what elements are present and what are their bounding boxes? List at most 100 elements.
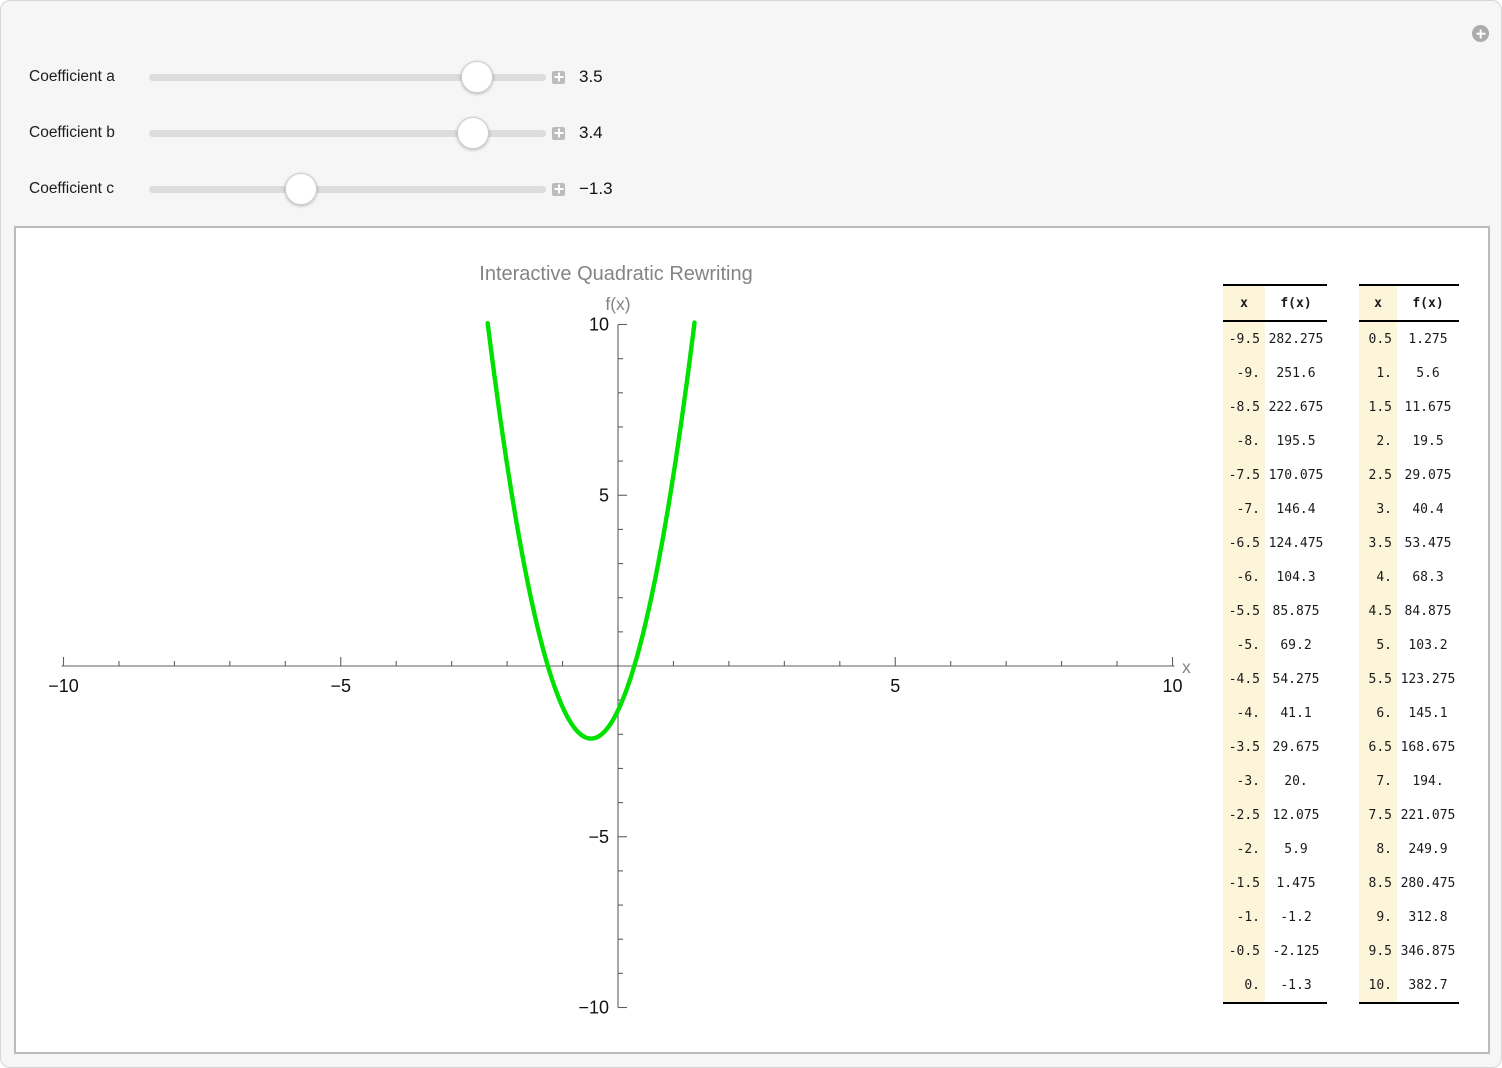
stepper-plus-button-b[interactable]: [552, 126, 565, 140]
table-row: 9.5 346.875: [1359, 934, 1459, 968]
fx-cell: 146.4: [1276, 501, 1316, 517]
plot-panel: Interactive Quadratic Rewriting f(x) x −…: [14, 226, 1490, 1054]
table-row: -4.5 54.275: [1223, 662, 1327, 696]
y-axis-label: f(x): [605, 294, 630, 314]
slider-label-c: Coefficient c: [29, 180, 115, 197]
x-cell: 1.: [1359, 356, 1397, 390]
axes: −10 −5 5 10 10 5 −5 −10: [48, 315, 1182, 1018]
slider-value-c: −1.3: [579, 179, 613, 198]
table-row: -1. -1.2: [1223, 900, 1327, 934]
fx-cell: 280.475: [1400, 875, 1456, 891]
y-tick-label: 10: [589, 315, 609, 335]
x-cell: -5.5: [1223, 594, 1265, 628]
slider-thumb-c[interactable]: [284, 173, 317, 205]
y-tick-label: 5: [599, 485, 609, 505]
table-header-row: x f(x): [1223, 286, 1327, 322]
x-cell: -0.5: [1223, 934, 1265, 968]
x-cell: -3.: [1223, 764, 1265, 798]
x-cell: -4.5: [1223, 662, 1265, 696]
x-cell: 7.: [1359, 764, 1397, 798]
fx-cell: -1.3: [1280, 977, 1312, 993]
table-row: 5. 103.2: [1359, 628, 1459, 662]
table-row: 7. 194.: [1359, 764, 1459, 798]
table-row: 3. 40.4: [1359, 492, 1459, 526]
table-row: 5.5 123.275: [1359, 662, 1459, 696]
fx-cell: 312.8: [1408, 909, 1448, 925]
slider-label-b: Coefficient b: [29, 124, 115, 141]
slider-value-b: 3.4: [579, 123, 603, 142]
x-cell: 3.5: [1359, 526, 1397, 560]
x-cell: -6.: [1223, 560, 1265, 594]
fx-cell: 103.2: [1408, 637, 1448, 653]
plus-icon: [557, 72, 560, 82]
x-cell: 7.5: [1359, 798, 1397, 832]
table-row: -2. 5.9: [1223, 832, 1327, 866]
plus-icon: [557, 184, 560, 194]
x-cell: -1.: [1223, 900, 1265, 934]
table-row: 2.5 29.075: [1359, 458, 1459, 492]
fx-cell: 346.875: [1400, 943, 1456, 959]
table-row: -9. 251.6: [1223, 356, 1327, 390]
slider-thumb-b[interactable]: [457, 117, 490, 149]
x-cell: 5.5: [1359, 662, 1397, 696]
x-cell: -6.5: [1223, 526, 1265, 560]
table-row: -6. 104.3: [1223, 560, 1327, 594]
quadratic-curve: [485, 320, 697, 741]
coefficient-c-slider[interactable]: [149, 173, 546, 205]
values-table-left: x f(x) -9.5 282.275 -9. 251.6 -8.5 222.675 -8. 19…: [1223, 284, 1327, 1004]
table-row: 0.5 1.275: [1359, 322, 1459, 356]
fx-cell: 282.275: [1268, 331, 1324, 347]
x-cell: 5.: [1359, 628, 1397, 662]
coefficient-b-slider[interactable]: [149, 117, 546, 149]
fx-cell: 382.7: [1408, 977, 1448, 993]
x-cell: 8.: [1359, 832, 1397, 866]
x-cell: -8.: [1223, 424, 1265, 458]
manipulate-expander-button[interactable]: [1472, 25, 1489, 42]
fx-cell: 53.475: [1404, 535, 1452, 551]
fx-cell: 19.5: [1412, 433, 1444, 449]
table-row: -7. 146.4: [1223, 492, 1327, 526]
fx-cell: 85.875: [1272, 603, 1320, 619]
x-tick-label: 5: [890, 676, 900, 696]
slider-value-a: 3.5: [579, 67, 603, 86]
fx-cell: 123.275: [1400, 671, 1456, 687]
table-row: 8. 249.9: [1359, 832, 1459, 866]
fx-cell: 11.675: [1404, 399, 1452, 415]
table-row: 4. 68.3: [1359, 560, 1459, 594]
control-row-b: Coefficient b 3.4: [29, 117, 603, 149]
y-tick-label: −10: [578, 998, 609, 1018]
table-row: 1.5 11.675: [1359, 390, 1459, 424]
fx-cell: -1.2: [1280, 909, 1312, 925]
fx-cell: 170.075: [1268, 467, 1324, 483]
table-row: -8. 195.5: [1223, 424, 1327, 458]
x-cell: 9.5: [1359, 934, 1397, 968]
table-row: 2. 19.5: [1359, 424, 1459, 458]
table-row: -5.5 85.875: [1223, 594, 1327, 628]
fx-cell: 104.3: [1276, 569, 1316, 585]
table-row: 6.5 168.675: [1359, 730, 1459, 764]
fx-cell: 124.475: [1268, 535, 1324, 551]
table-row: 10. 382.7: [1359, 968, 1459, 1002]
x-cell: 3.: [1359, 492, 1397, 526]
table-row: -2.5 12.075: [1223, 798, 1327, 832]
table-row: 8.5 280.475: [1359, 866, 1459, 900]
table-row: -3. 20.: [1223, 764, 1327, 798]
stepper-plus-button-c[interactable]: [552, 182, 565, 196]
y-tick-label: −5: [588, 827, 609, 847]
x-cell: 6.5: [1359, 730, 1397, 764]
stepper-plus-button-a[interactable]: [552, 70, 565, 84]
fx-header: f(x): [1412, 295, 1444, 311]
fx-cell: 195.5: [1276, 433, 1316, 449]
fx-cell: 29.075: [1404, 467, 1452, 483]
coefficient-a-slider[interactable]: [149, 61, 546, 93]
x-tick-label: 10: [1162, 676, 1182, 696]
fx-cell: 221.075: [1400, 807, 1456, 823]
fx-cell: 222.675: [1268, 399, 1324, 415]
x-cell: -2.: [1223, 832, 1265, 866]
x-cell: 0.: [1223, 968, 1265, 1002]
table-row: -5. 69.2: [1223, 628, 1327, 662]
x-cell: 0.5: [1359, 322, 1397, 356]
x-axis-label: x: [1182, 657, 1191, 677]
slider-thumb-a[interactable]: [460, 61, 493, 93]
